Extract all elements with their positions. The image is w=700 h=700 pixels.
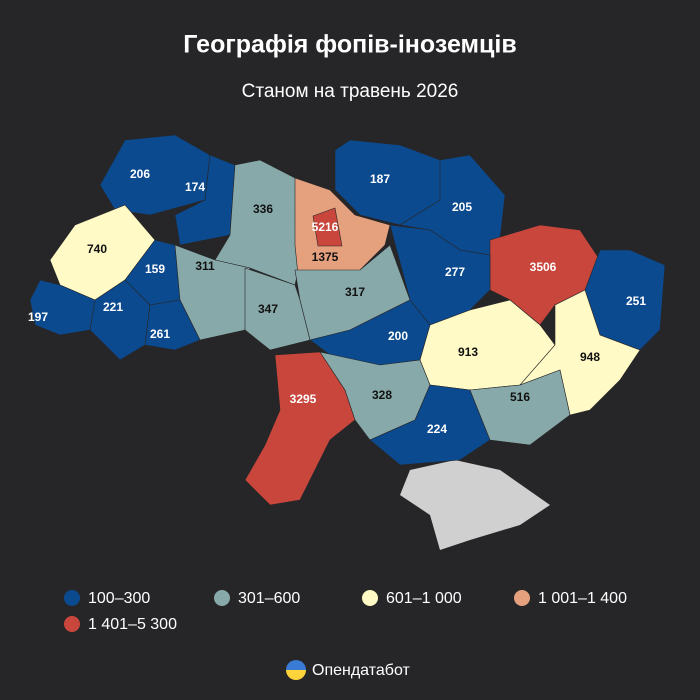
region-value: 197: [28, 310, 48, 324]
region-value: 277: [445, 265, 465, 279]
region: [469, 369, 571, 446]
region-value: 221: [103, 300, 123, 314]
logo: [286, 660, 306, 680]
region-value: 317: [345, 285, 365, 299]
legend-label: 1 001–1 400: [538, 590, 627, 607]
region-value: 206: [130, 167, 150, 181]
legend-swatch: [362, 590, 378, 606]
region: [144, 299, 201, 351]
title: Географія фопів-іноземців: [183, 31, 516, 59]
region-value: 187: [370, 172, 390, 186]
region-value: 336: [253, 202, 273, 216]
region-value: 328: [372, 388, 392, 402]
legend-swatch: [514, 590, 530, 606]
brand: Опендатабот: [312, 662, 410, 679]
subtitle: Станом на травень 2026: [242, 81, 459, 102]
region-value: 3295: [290, 392, 317, 406]
region-value: 224: [427, 422, 447, 436]
region-value: 347: [258, 302, 278, 316]
region-value: 740: [87, 242, 107, 256]
region-value: 251: [626, 294, 646, 308]
legend-label: 100–300: [88, 590, 150, 607]
region: [312, 207, 343, 247]
region-value: 3506: [530, 260, 557, 274]
region: [99, 134, 211, 216]
region-value: 311: [195, 259, 215, 273]
crimea: [400, 460, 550, 550]
legend-label: 601–1 000: [386, 590, 462, 607]
legend-swatch: [214, 590, 230, 606]
region-value: 948: [580, 350, 600, 364]
region-value: 205: [452, 200, 472, 214]
region-value: 1375: [312, 250, 339, 264]
region-value: 174: [185, 180, 205, 194]
region: [519, 289, 641, 416]
region-value: 5216: [312, 220, 339, 234]
legend-swatch: [64, 590, 80, 606]
region-value: 516: [510, 390, 530, 404]
region-value: 159: [145, 262, 165, 276]
region-value: 261: [150, 327, 170, 341]
legend-label: 301–600: [238, 590, 300, 607]
region-value: 913: [458, 345, 478, 359]
region-value: 200: [388, 329, 408, 343]
legend-swatch: [64, 616, 80, 632]
legend-label: 1 401–5 300: [88, 616, 177, 633]
